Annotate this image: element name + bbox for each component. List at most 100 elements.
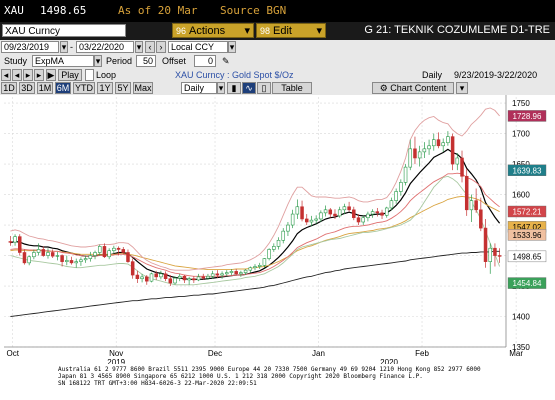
- candle-body: [479, 209, 483, 229]
- step-forward-icon[interactable]: ▸: [23, 69, 33, 81]
- range-button-max[interactable]: Max: [133, 82, 153, 94]
- range-button-1d[interactable]: 1D: [1, 82, 17, 94]
- period-field[interactable]: 50: [136, 55, 156, 67]
- candle-body: [192, 278, 196, 281]
- candle-layer: [8, 131, 502, 287]
- price-tag-text: 1728.96: [513, 112, 542, 121]
- candle-body: [262, 258, 267, 266]
- offset-label: Offset: [162, 56, 186, 66]
- candle-body: [74, 261, 78, 264]
- range-button-6m[interactable]: 6M: [55, 82, 71, 94]
- chevron-down-icon[interactable]: ▾: [217, 82, 225, 94]
- bar-chart-icon[interactable]: ▯: [257, 82, 271, 94]
- candle-body: [206, 275, 210, 279]
- candle-body: [319, 212, 323, 220]
- offset-field[interactable]: 0: [194, 55, 216, 67]
- candle-body: [239, 272, 243, 275]
- candle-body: [182, 275, 187, 281]
- calendar-icon[interactable]: ▾: [135, 41, 143, 53]
- play-button[interactable]: Play: [58, 69, 82, 81]
- candle-body: [380, 212, 384, 216]
- series-line-5: [10, 175, 501, 286]
- table-button[interactable]: Table: [272, 82, 312, 94]
- candle-body: [60, 255, 64, 262]
- candle-body: [121, 249, 126, 253]
- range-button-5y[interactable]: 5Y: [115, 82, 131, 94]
- chevron-down-icon: ▾: [316, 25, 322, 37]
- candle-body: [309, 219, 314, 223]
- gear-icon: ⚙: [379, 83, 391, 93]
- x-tick-label: Oct: [6, 349, 19, 358]
- as-of-date: As of 20 Mar: [118, 4, 198, 17]
- range-button-1m[interactable]: 1M: [37, 82, 53, 94]
- next-arrow-icon[interactable]: ›: [156, 41, 166, 53]
- candle-body: [88, 255, 93, 259]
- candle-body: [450, 136, 455, 165]
- candle-chart-icon[interactable]: ▮: [227, 82, 241, 94]
- play-icon[interactable]: ▶: [46, 69, 56, 81]
- chevron-down-icon[interactable]: ▾: [94, 55, 102, 67]
- period-label: Period: [106, 56, 133, 66]
- candle-body: [342, 206, 347, 211]
- chart-background: [0, 95, 555, 364]
- candle-body: [394, 191, 398, 201]
- rewind-icon[interactable]: ◂: [1, 69, 11, 81]
- ticker-input[interactable]: XAU Curncy: [2, 24, 126, 37]
- step-back-icon[interactable]: ◂: [12, 69, 22, 81]
- candle-body: [215, 273, 220, 276]
- last-price: 1498.65: [40, 4, 87, 17]
- ticker-symbol: XAU: [4, 4, 24, 17]
- end-date-field[interactable]: 03/22/2020: [76, 41, 134, 53]
- chart-content-button[interactable]: ⚙ Chart Content: [372, 82, 454, 94]
- security-description: XAU Curncy : Gold Spot $/Oz: [175, 70, 294, 80]
- candle-body: [352, 209, 356, 219]
- fast-forward-icon[interactable]: ▸: [34, 69, 44, 81]
- candle-body: [46, 252, 50, 256]
- edit-menu-button[interactable]: 98 Edit ▾: [256, 23, 326, 38]
- candle-body: [187, 278, 191, 281]
- chevron-down-icon[interactable]: ▾: [228, 41, 236, 53]
- price-tag-text: 1454.84: [513, 279, 542, 288]
- x-year-label: 2019: [107, 358, 125, 364]
- actions-menu-button[interactable]: 96 Actions ▾: [172, 23, 254, 38]
- periodicity-label: Daily: [422, 70, 443, 80]
- y-tick-label: 1700: [512, 130, 530, 139]
- range-button-ytd[interactable]: YTD: [73, 82, 95, 94]
- candle-body: [361, 217, 365, 223]
- edit-pencil-icon[interactable]: ✎: [222, 56, 230, 66]
- candle-body: [469, 200, 474, 211]
- candle-body: [333, 213, 337, 217]
- page-title: G 21: TEKNIK COZUMLEME D1-TRE: [364, 24, 550, 36]
- candle-body: [408, 148, 413, 168]
- edit-menu-label: Edit: [273, 25, 292, 37]
- price-tag-box: [507, 229, 547, 241]
- candle-body: [210, 273, 215, 277]
- candle-body: [229, 271, 234, 273]
- calendar-icon[interactable]: ▾: [60, 41, 68, 53]
- x-year-label: 2020: [380, 358, 398, 364]
- candle-body: [304, 218, 309, 223]
- price-chart[interactable]: 135014001450150015501600165017001750OctN…: [0, 95, 555, 364]
- candle-body: [83, 258, 88, 261]
- range-toolbar: 1D 3D 1M 6M YTD 1Y 5Y Max Daily ▾ ▮ ∿ ▯ Table ⚙…: [0, 81, 555, 96]
- candle-body: [413, 148, 417, 159]
- periodicity-select[interactable]: Daily: [181, 82, 217, 94]
- chevron-down-icon: ▾: [244, 25, 250, 37]
- previous-arrow-icon[interactable]: ‹: [145, 41, 155, 53]
- start-date-field[interactable]: 09/23/2019: [1, 41, 59, 53]
- candle-body: [13, 236, 17, 243]
- candle-body: [97, 246, 102, 253]
- y-tick-label: 1350: [512, 343, 530, 352]
- candle-body: [130, 261, 135, 276]
- line-chart-icon[interactable]: ∿: [242, 82, 256, 94]
- candle-body: [248, 267, 253, 271]
- chevron-down-icon[interactable]: ▾: [456, 82, 468, 94]
- loop-checkbox[interactable]: [85, 69, 94, 81]
- currency-select[interactable]: Local CCY: [168, 41, 228, 53]
- study-select[interactable]: ExpMA: [32, 55, 94, 67]
- candle-body: [314, 218, 318, 221]
- candle-body: [375, 211, 380, 214]
- range-button-3d[interactable]: 3D: [19, 82, 35, 94]
- range-button-1y[interactable]: 1Y: [97, 82, 113, 94]
- x-tick-label: Mar: [509, 349, 523, 358]
